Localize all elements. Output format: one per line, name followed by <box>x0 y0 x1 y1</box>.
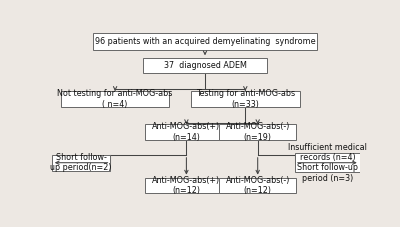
FancyBboxPatch shape <box>295 153 360 172</box>
Text: Insufficient medical
records (n=4)
Short follow-up
period (n=3): Insufficient medical records (n=4) Short… <box>288 143 367 183</box>
FancyBboxPatch shape <box>144 178 228 193</box>
FancyBboxPatch shape <box>94 33 317 49</box>
Text: Testing for anti-MOG-abs
(n=33): Testing for anti-MOG-abs (n=33) <box>196 89 295 109</box>
Text: 37  diagnosed ADEM: 37 diagnosed ADEM <box>164 61 246 70</box>
FancyBboxPatch shape <box>61 91 169 107</box>
Text: Short follow-
up period(n=2): Short follow- up period(n=2) <box>50 153 112 172</box>
Text: Anti-MOG-abs(-)
(n=12): Anti-MOG-abs(-) (n=12) <box>226 176 290 195</box>
Text: Anti-MOG-abs(+)
(n=12): Anti-MOG-abs(+) (n=12) <box>152 176 220 195</box>
Text: Not testing for anti-MOG-abs
( n=4): Not testing for anti-MOG-abs ( n=4) <box>58 89 173 109</box>
FancyBboxPatch shape <box>191 91 300 107</box>
Text: Anti-MOG-abs(+)
(n=14): Anti-MOG-abs(+) (n=14) <box>152 122 220 142</box>
Text: 96 patients with an acquired demyelinating  syndrome: 96 patients with an acquired demyelinati… <box>95 37 315 46</box>
FancyBboxPatch shape <box>143 58 267 73</box>
FancyBboxPatch shape <box>219 178 296 193</box>
FancyBboxPatch shape <box>219 124 296 140</box>
Text: Anti-MOG-abs(-)
(n=19): Anti-MOG-abs(-) (n=19) <box>226 122 290 142</box>
FancyBboxPatch shape <box>144 124 228 140</box>
FancyBboxPatch shape <box>52 155 110 170</box>
